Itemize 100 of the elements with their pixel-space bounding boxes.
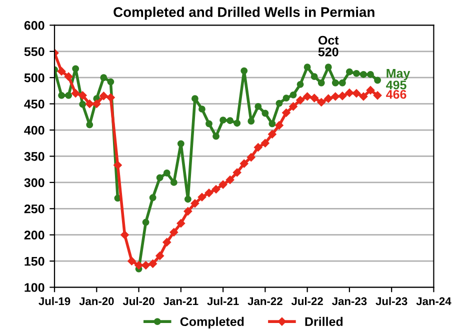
x-tick-label: Jan-22 <box>248 297 282 306</box>
point <box>162 238 171 246</box>
point <box>360 71 367 78</box>
point <box>275 121 284 130</box>
point <box>206 120 212 128</box>
point <box>204 188 214 198</box>
point <box>78 91 87 100</box>
point <box>240 159 248 168</box>
point <box>114 161 122 170</box>
point <box>226 117 234 124</box>
point <box>86 121 94 128</box>
point <box>163 170 170 176</box>
x-tick-label: Jul-23 <box>376 297 408 306</box>
point <box>190 199 200 208</box>
x-tick-label: Jan-21 <box>163 297 198 306</box>
point <box>226 176 234 184</box>
point <box>234 120 241 127</box>
x-tick-label: Jan-24 <box>416 297 452 306</box>
point <box>345 88 354 97</box>
x-tick-label: Jan-23 <box>332 297 367 306</box>
point <box>276 100 283 107</box>
point <box>240 67 248 74</box>
point <box>289 102 298 111</box>
point <box>268 130 276 138</box>
point <box>247 153 256 162</box>
y-tick-label: 550 <box>24 47 44 56</box>
point <box>134 261 143 270</box>
chart-title: Completed and Drilled Wells in Permian <box>114 6 374 20</box>
point <box>268 120 276 128</box>
point <box>262 110 269 117</box>
point <box>296 80 304 88</box>
point <box>191 95 198 102</box>
point <box>65 92 72 99</box>
point <box>100 74 108 82</box>
annotation: May 495 <box>386 69 410 90</box>
point <box>176 219 186 228</box>
point <box>120 230 129 239</box>
y-tick-label: 450 <box>24 100 44 108</box>
point <box>296 96 304 104</box>
point <box>85 100 94 108</box>
point <box>346 68 353 76</box>
y-tick-label: 500 <box>24 73 44 82</box>
point <box>303 92 312 101</box>
y-tick-label: 400 <box>24 126 44 135</box>
point <box>184 196 192 203</box>
point <box>92 100 101 108</box>
annotation: 466 <box>386 90 406 99</box>
point <box>107 78 114 86</box>
x-tick-label: Jul-21 <box>207 297 239 306</box>
x-tick-label: Jul-20 <box>122 297 154 306</box>
point <box>218 180 228 189</box>
point <box>184 207 192 216</box>
point <box>254 102 262 110</box>
point <box>142 261 150 270</box>
point <box>261 139 270 148</box>
point <box>156 174 164 182</box>
y-tick-label: 300 <box>24 178 44 188</box>
annotation: Oct 520 <box>318 36 339 56</box>
point <box>331 92 340 101</box>
point <box>232 168 242 177</box>
point <box>332 79 339 86</box>
point <box>212 185 220 194</box>
y-tick-label: 250 <box>24 204 44 214</box>
point <box>128 256 136 266</box>
legend-label: Completed <box>180 316 244 329</box>
point <box>338 92 347 100</box>
point <box>58 92 66 99</box>
point <box>282 108 290 117</box>
point <box>366 86 375 94</box>
point <box>106 93 115 102</box>
point <box>324 94 333 103</box>
point <box>71 89 80 98</box>
x-tick-label: Jul-22 <box>291 297 323 306</box>
point <box>352 89 361 98</box>
point <box>373 91 382 100</box>
point <box>318 79 325 86</box>
point <box>338 79 346 86</box>
point <box>248 118 255 125</box>
point <box>359 92 368 101</box>
point <box>57 67 66 76</box>
point <box>220 116 227 124</box>
y-tick-label: 600 <box>24 21 44 30</box>
point <box>72 65 80 72</box>
point <box>64 72 73 81</box>
point <box>290 91 297 98</box>
point <box>156 252 164 260</box>
x-tick-label: Jul-19 <box>38 297 70 306</box>
point <box>324 64 332 71</box>
point <box>282 94 290 102</box>
point <box>212 132 220 140</box>
legend-label: Drilled <box>305 316 343 326</box>
point <box>170 178 178 186</box>
y-tick-label: 100 <box>24 283 44 292</box>
point <box>254 143 262 152</box>
y-tick-label: 150 <box>24 256 44 266</box>
point <box>367 71 374 78</box>
point <box>142 218 150 226</box>
point <box>304 64 311 71</box>
point <box>317 98 326 106</box>
point <box>198 192 206 202</box>
